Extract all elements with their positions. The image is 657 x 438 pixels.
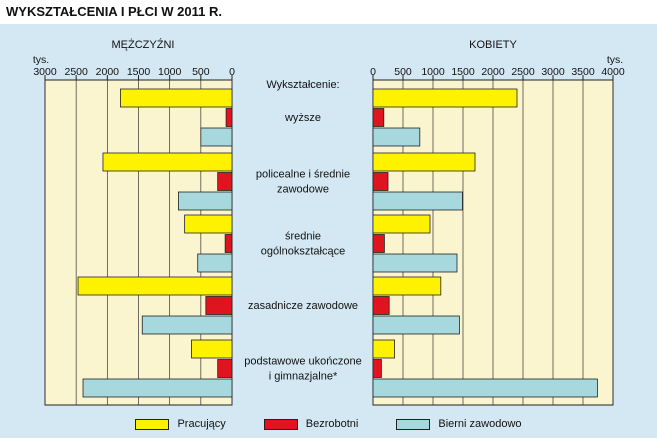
- kobiety-bar-bierni-zawodowo-4: [372, 378, 598, 398]
- mezczyzni-bar-bezrobotni-2: [224, 234, 233, 253]
- kobiety-panel-title: KOBIETY: [469, 39, 517, 51]
- mezczyzni-bar-bezrobotni-0: [225, 108, 233, 127]
- kobiety-tick-label-1500: 1500: [451, 66, 475, 78]
- mezczyzni-bar-bierni-zawodowo-0: [200, 127, 233, 147]
- kobiety-bar-bierni-zawodowo-1: [372, 191, 463, 211]
- category-label-1-0: policealne i średnie: [256, 169, 350, 181]
- kobiety-tick-label-2500: 2500: [511, 66, 535, 78]
- legend-label-bezrobotni: Bezrobotni: [305, 418, 359, 430]
- kobiety-bar-bierni-zawodowo-0: [372, 127, 421, 147]
- kobiety-bar-bezrobotni-4: [372, 359, 382, 378]
- category-label-3-0: zasadnicze zawodowe: [248, 300, 358, 312]
- mezczyzni-bar-bierni-zawodowo-2: [197, 253, 233, 273]
- kobiety-bar-bierni-zawodowo-2: [372, 253, 458, 273]
- mezczyzni-panel-title: MĘŻCZYŹNI: [112, 38, 175, 51]
- kobiety-bar-bezrobotni-1: [372, 172, 389, 191]
- mezczyzni-tick-label-2000: 2000: [96, 66, 120, 78]
- category-label-2-1: ogólnokształcące: [261, 246, 345, 258]
- kobiety-tick-label-2000: 2000: [481, 66, 505, 78]
- mezczyzni-bar-bierni-zawodowo-4: [82, 378, 233, 398]
- mezczyzni-bar-bierni-zawodowo-3: [141, 315, 233, 335]
- category-label-0-0: wyższe: [284, 112, 321, 124]
- legend-swatch-bierni: [396, 418, 431, 430]
- category-label-4-1: i gimnazjalne*: [269, 371, 338, 383]
- kobiety-bar-bierni-zawodowo-3: [372, 315, 460, 335]
- kobiety-tick-label-3500: 3500: [571, 66, 595, 78]
- legend-swatch-bezrobotni: [263, 418, 298, 430]
- kobiety-tick-label-500: 500: [394, 66, 412, 78]
- kobiety-bar-pracujacy-1: [372, 152, 476, 172]
- legend-swatch-pracujacy: [135, 418, 170, 430]
- mezczyzni-bar-pracujacy-3: [77, 276, 233, 296]
- mezczyzni-unit-label: tys.: [33, 54, 49, 66]
- mezczyzni-tick-label-500: 500: [192, 66, 210, 78]
- kobiety-tick-label-1000: 1000: [421, 66, 445, 78]
- kobiety-tick-label-0: 0: [370, 66, 376, 78]
- mezczyzni-bar-bierni-zawodowo-1: [177, 191, 233, 211]
- kobiety-tick-label-4000: 4000: [601, 66, 625, 78]
- mezczyzni-tick-label-0: 0: [229, 66, 235, 78]
- mezczyzni-tick-label-3000: 3000: [33, 66, 57, 78]
- category-label-2-0: średnie: [285, 231, 321, 243]
- kobiety-bar-pracujacy-0: [372, 88, 518, 108]
- legend-label-bierni: Bierni zawodowo: [438, 418, 522, 430]
- mezczyzni-bar-pracujacy-1: [102, 152, 233, 172]
- kobiety-bar-bezrobotni-3: [372, 296, 390, 315]
- category-label-4-0: podstawowe ukończone: [244, 356, 361, 368]
- kobiety-bar-pracujacy-3: [372, 276, 442, 296]
- legend-item-bierni: Bierni zawodowo: [396, 418, 522, 430]
- chart-title: WYKSZTAŁCENIA I PŁCI W 2011 R.: [6, 4, 222, 19]
- mezczyzni-tick-label-1500: 1500: [127, 66, 151, 78]
- kobiety-bar-bezrobotni-2: [372, 234, 385, 253]
- chart-legend: Pracujący Bezrobotni Bierni zawodowo: [0, 413, 657, 435]
- kobiety-unit-label: tys.: [607, 54, 623, 66]
- kobiety-bar-pracujacy-2: [372, 214, 431, 234]
- kobiety-bar-bezrobotni-0: [372, 108, 385, 127]
- kobiety-bar-pracujacy-4: [372, 339, 396, 359]
- category-label-1-1: zawodowe: [277, 184, 329, 196]
- legend-item-bezrobotni: Bezrobotni: [263, 418, 359, 430]
- mezczyzni-bar-bezrobotni-1: [217, 172, 233, 191]
- mezczyzni-bar-bezrobotni-3: [205, 296, 233, 315]
- mezczyzni-bar-pracujacy-2: [184, 214, 233, 234]
- title-band: [0, 0, 657, 24]
- mezczyzni-tick-label-2500: 2500: [64, 66, 88, 78]
- mezczyzni-bar-pracujacy-0: [120, 88, 233, 108]
- mezczyzni-bar-bezrobotni-4: [217, 359, 233, 378]
- mezczyzni-tick-label-1000: 1000: [158, 66, 182, 78]
- kobiety-tick-label-3000: 3000: [541, 66, 565, 78]
- legend-label-pracujacy: Pracujący: [177, 418, 226, 430]
- mezczyzni-bar-pracujacy-4: [191, 339, 233, 359]
- legend-item-pracujacy: Pracujący: [135, 418, 226, 430]
- category-header: Wykształcenie:: [266, 79, 339, 91]
